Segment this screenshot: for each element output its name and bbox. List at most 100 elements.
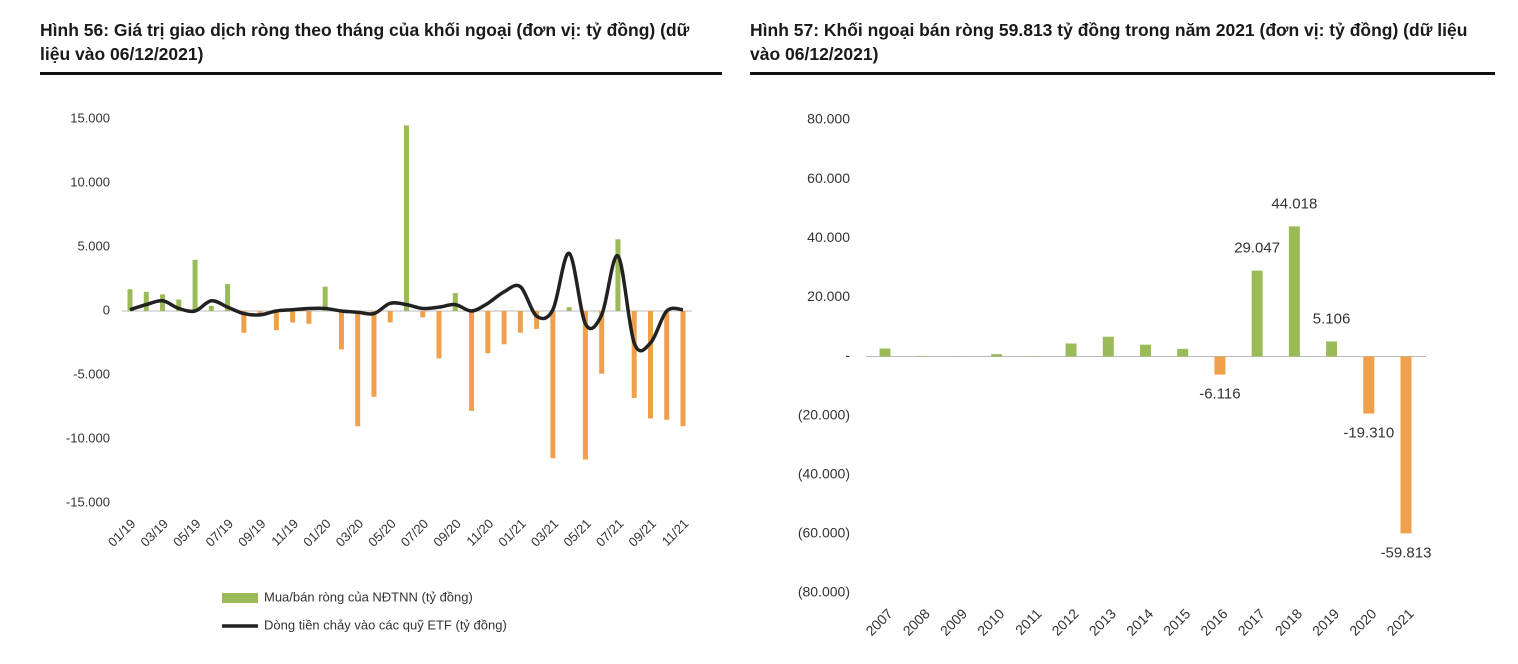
bar	[680, 311, 686, 427]
bar	[257, 311, 263, 314]
x-tick-label: 07/19	[203, 516, 237, 550]
x-tick-label: 05/20	[365, 516, 399, 550]
bar	[501, 311, 507, 345]
x-tick-label: 01/20	[300, 516, 334, 550]
bar	[322, 286, 328, 311]
x-tick-label: 2009	[937, 605, 970, 638]
legend-swatch	[222, 593, 258, 603]
bar	[1288, 226, 1300, 357]
y-tick-label: (80.000)	[798, 584, 850, 600]
x-tick-label: 2011	[1012, 605, 1045, 638]
x-tick-label: 2019	[1309, 605, 1342, 638]
bar	[1251, 270, 1263, 357]
data-label: 5.106	[1313, 310, 1351, 327]
bar	[241, 311, 247, 333]
legend-label: Mua/bán ròng của NĐTNN (tỷ đồng)	[264, 589, 473, 604]
bar	[469, 311, 475, 411]
x-tick-label: 11/21	[659, 516, 692, 549]
bar	[517, 311, 523, 333]
bar	[1177, 348, 1189, 357]
bar	[1363, 356, 1375, 414]
bar	[436, 311, 442, 359]
y-tick-label: 40.000	[807, 229, 850, 245]
bar	[127, 289, 133, 311]
bar	[306, 311, 312, 324]
bar	[1065, 343, 1077, 357]
x-tick-label: 2015	[1160, 605, 1193, 638]
title-rule	[40, 72, 722, 75]
bar	[1214, 356, 1226, 375]
x-tick-label: 09/19	[235, 516, 269, 550]
legend-label: Dòng tiền chảy vào các quỹ ETF (tỷ đồng)	[264, 617, 507, 632]
bar	[355, 311, 361, 427]
bar	[1140, 344, 1151, 357]
x-tick-label: 01/19	[105, 516, 139, 550]
x-tick-label: 05/19	[170, 516, 204, 550]
x-tick-label: 03/21	[528, 516, 562, 550]
bar	[404, 125, 409, 312]
bar	[452, 293, 458, 311]
bar	[176, 299, 182, 311]
y-tick-label: 60.000	[807, 170, 850, 186]
y-tick-label: -	[845, 347, 850, 363]
bar	[879, 348, 891, 357]
bar	[485, 311, 491, 354]
x-tick-label: 05/21	[560, 516, 594, 550]
x-tick-label: 07/20	[398, 516, 432, 550]
y-tick-label: 5.000	[77, 238, 110, 253]
bar	[420, 311, 426, 318]
bar	[160, 294, 166, 311]
x-tick-label: 2016	[1197, 605, 1230, 638]
y-tick-label: 10.000	[70, 174, 110, 189]
y-tick-label: 20.000	[807, 288, 850, 304]
x-tick-label: 11/20	[463, 516, 496, 549]
y-tick-label: (20.000)	[798, 406, 850, 422]
bar	[582, 311, 588, 460]
bar	[664, 311, 670, 420]
bar	[338, 311, 344, 350]
data-label: 29.047	[1234, 240, 1280, 257]
bar	[290, 311, 296, 323]
x-tick-label: 01/21	[495, 516, 529, 550]
bar	[225, 284, 231, 311]
x-tick-label: 2008	[900, 605, 933, 638]
y-tick-label: 80.000	[807, 111, 850, 127]
x-tick-label: 07/21	[593, 516, 627, 550]
title-rule	[750, 72, 1495, 75]
x-tick-label: 2007	[862, 605, 895, 638]
chart-title: Hình 56: Giá trị giao dịch ròng theo thá…	[40, 20, 690, 64]
bar	[387, 311, 393, 323]
x-tick-label: 09/21	[625, 516, 659, 550]
x-tick-label: 2014	[1123, 605, 1156, 638]
x-tick-label: 2017	[1235, 605, 1268, 638]
y-tick-label: -15.000	[66, 494, 110, 509]
data-label: -6.116	[1199, 386, 1240, 403]
x-tick-label: 2013	[1086, 605, 1119, 638]
x-tick-label: 03/19	[137, 516, 171, 550]
x-tick-label: 09/20	[430, 516, 464, 550]
x-tick-label: 11/19	[268, 516, 301, 549]
chart-title: Hình 57: Khối ngoại bán ròng 59.813 tỷ đ…	[750, 20, 1468, 64]
bar	[273, 311, 279, 331]
bar	[192, 259, 198, 311]
y-tick-label: 15.000	[70, 110, 110, 125]
data-label: -19.310	[1343, 425, 1394, 442]
bar	[599, 311, 605, 374]
bar	[631, 311, 637, 399]
bar	[566, 307, 572, 311]
y-tick-label: -5.000	[73, 366, 110, 381]
bar	[550, 311, 556, 459]
bar	[208, 305, 214, 311]
bar	[647, 311, 653, 419]
bar	[1326, 341, 1338, 357]
bar	[143, 291, 149, 311]
x-tick-label: 2010	[974, 605, 1007, 638]
y-tick-label: -10.000	[66, 430, 110, 445]
bar	[916, 355, 928, 357]
bar	[534, 311, 540, 329]
bar	[1102, 336, 1114, 357]
bar	[371, 311, 377, 397]
y-tick-label: (60.000)	[798, 525, 850, 541]
